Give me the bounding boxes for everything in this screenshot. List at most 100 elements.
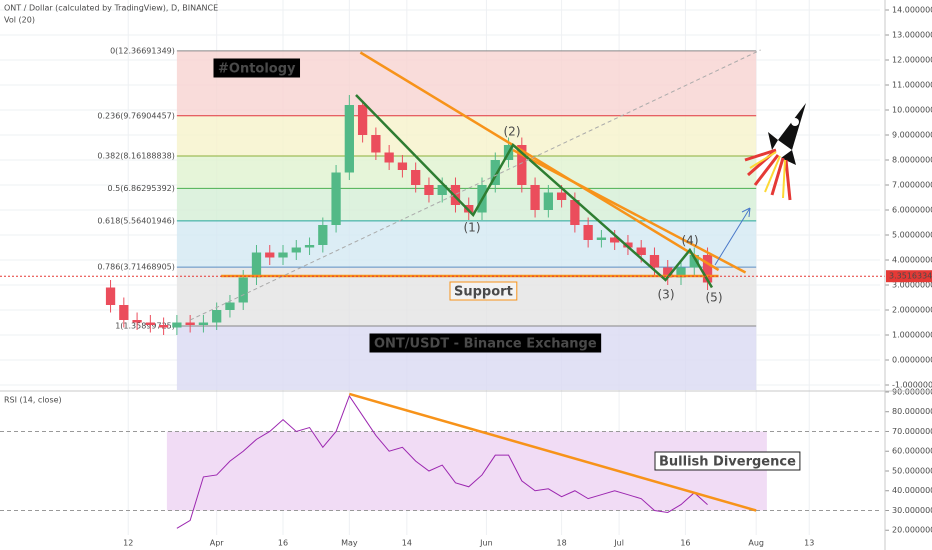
candle-body: [119, 305, 129, 320]
wave-label: (1): [464, 221, 481, 235]
fib-label: 0.5(6.86295392): [108, 184, 175, 193]
candle-body: [212, 310, 222, 323]
candle-body: [517, 145, 527, 185]
rsi-label: RSI (14, close): [4, 396, 62, 405]
x-tick-label: Apr: [210, 539, 225, 548]
candle-body: [384, 152, 394, 163]
candle-body: [225, 302, 235, 310]
candle-body: [251, 252, 262, 278]
y-tick-label: 11.00000000: [892, 81, 932, 90]
candle-body: [530, 185, 540, 210]
x-tick-label: 13: [804, 539, 814, 548]
fib-zone: [176, 155, 757, 189]
rsi-band: [166, 431, 767, 511]
annotation-box: [213, 58, 301, 78]
candle-body: [424, 185, 434, 195]
y-tick-label: 2.00000000: [892, 306, 932, 315]
fib-label: 1(1.35899725): [115, 322, 175, 331]
candle-body: [450, 185, 461, 205]
candle-body: [397, 162, 408, 170]
chart-header: ONT / Dollar (calculated by TradingView)…: [4, 4, 218, 13]
x-tick-label: 14: [402, 539, 412, 548]
y-tick-label: 90.000000: [892, 387, 932, 396]
y-tick-label: 4.00000000: [892, 256, 932, 265]
fib-label: 0(12.36691349): [110, 46, 175, 55]
projection-arrow: [714, 207, 751, 266]
candle-body: [158, 325, 169, 328]
candle-body: [676, 267, 686, 278]
candle-body: [610, 237, 620, 243]
candle-body: [596, 237, 607, 240]
annotation-box: [654, 451, 801, 471]
candle-body: [371, 135, 381, 153]
y-tick-label: 12.00000000: [892, 56, 932, 65]
candle-body: [198, 322, 209, 325]
annotation: Support: [454, 285, 513, 300]
y-tick-label: 5.00000000: [892, 231, 932, 240]
wave-label: (4): [682, 234, 699, 248]
x-tick-label: Jun: [479, 539, 493, 548]
candle-body: [490, 160, 500, 185]
y-tick-label: 40.000000: [892, 486, 932, 495]
candle-body: [583, 225, 593, 240]
candle-body: [636, 247, 646, 255]
candle-body: [145, 322, 155, 325]
y-tick-label: 6.00000000: [892, 206, 932, 215]
candle-body: [238, 277, 248, 303]
candle-body: [185, 322, 195, 325]
y-tick-label: 30.000000: [892, 506, 932, 515]
wave-label: (5): [706, 291, 723, 305]
annotation-box: [449, 281, 518, 301]
candle-body: [357, 105, 368, 135]
candle-body: [331, 172, 341, 225]
y-tick-label: 70.000000: [892, 427, 932, 436]
fib-label: 0.618(5.56401946): [97, 216, 175, 225]
rocket: [744, 103, 806, 201]
candle-body: [278, 252, 288, 258]
y-tick-label: 60.000000: [892, 447, 932, 456]
candle-body: [556, 192, 567, 200]
y-tick-label: 1.00000000: [892, 331, 932, 340]
trendline: [355, 94, 714, 289]
fib-zone: [176, 188, 757, 221]
x-tick-label: Aug: [748, 539, 764, 548]
y-tick-label: 13.00000000: [892, 31, 932, 40]
y-tick-label: 9.00000000: [892, 131, 932, 140]
last-price-label: 3.35163346: [889, 272, 932, 281]
annotation: Bullish Divergence: [659, 455, 796, 470]
volume-label: Vol (20): [4, 16, 35, 25]
last-price-box: [886, 270, 932, 283]
y-tick-label: 0.00000000: [892, 356, 932, 365]
trendline: [359, 51, 720, 272]
candle-body: [105, 287, 116, 305]
candle-body: [291, 247, 301, 253]
candle-body: [702, 255, 713, 283]
rsi-line: [176, 394, 708, 529]
annotation-box: [369, 333, 602, 353]
wave-label: (3): [658, 288, 675, 302]
x-tick-label: 12: [123, 539, 133, 548]
candle-body: [132, 320, 142, 323]
y-tick-label: 3.00000000: [892, 281, 932, 290]
y-tick-label: 80.000000: [892, 407, 932, 416]
candle-body: [172, 322, 182, 328]
candle-body: [265, 252, 275, 258]
y-tick-label: 20.000000: [892, 526, 932, 535]
x-tick-label: 16: [680, 539, 690, 548]
candle-body: [570, 200, 580, 225]
trendline: [512, 148, 747, 274]
x-tick-label: Jul: [613, 539, 624, 548]
y-tick-label: 8.00000000: [892, 156, 932, 165]
y-tick-label: 7.00000000: [892, 181, 932, 190]
y-tick-label: -1.00000000: [892, 381, 932, 390]
candle-body: [437, 185, 447, 195]
x-tick-label: 16: [278, 539, 288, 548]
candle-body: [543, 192, 553, 210]
candle-body: [344, 105, 354, 173]
trendline: [349, 392, 757, 512]
candle-body: [649, 255, 660, 268]
candle-body: [318, 225, 328, 245]
x-tick-label: 18: [557, 539, 567, 548]
candle-body: [304, 245, 315, 248]
